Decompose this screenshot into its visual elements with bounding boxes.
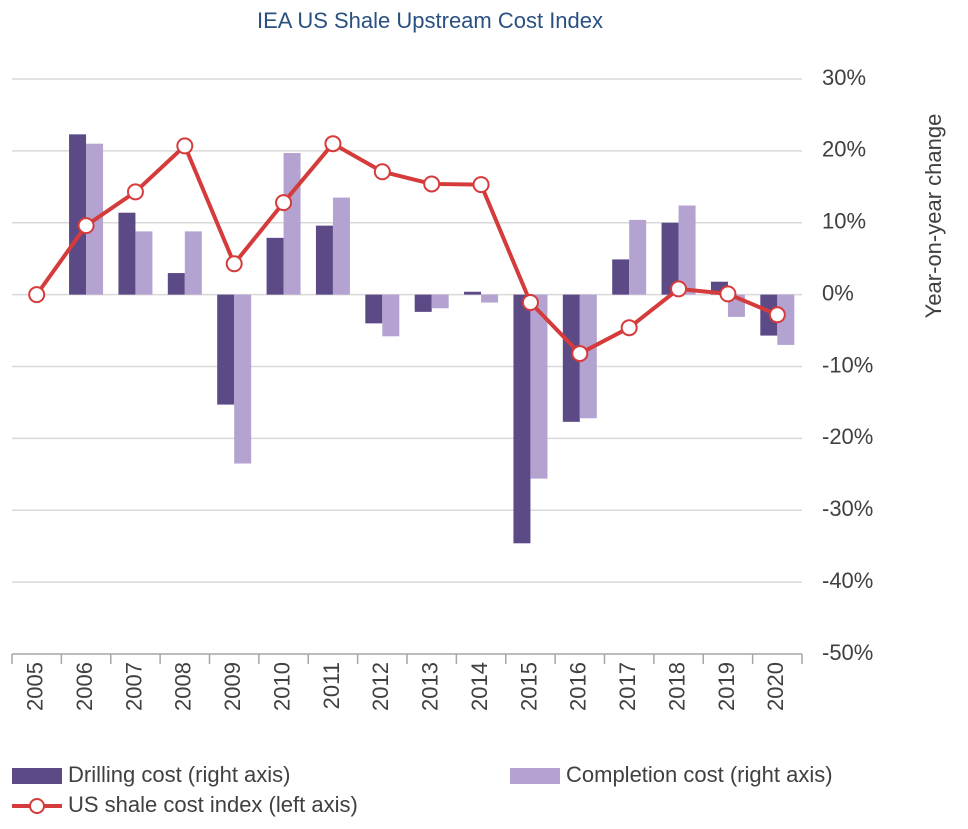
chart-title: IEA US Shale Upstream Cost Index [257, 8, 603, 33]
line-point [324, 135, 342, 153]
y-tick-label: 20% [822, 137, 866, 162]
y-tick-label: -30% [822, 496, 873, 521]
x-tick-label: 2016 [566, 662, 591, 711]
bar [315, 225, 333, 295]
line-point [176, 137, 194, 155]
bar [777, 294, 795, 345]
y-tick-label: -50% [822, 640, 873, 665]
bar [266, 237, 284, 295]
bar [612, 259, 630, 295]
bar [217, 294, 235, 405]
line-point [126, 183, 144, 201]
line-point [620, 319, 638, 337]
y-tick-label: -20% [822, 424, 873, 449]
line-point [423, 175, 441, 193]
line-point [225, 255, 243, 273]
bar [234, 294, 252, 464]
line-point [719, 285, 737, 303]
bar [365, 294, 383, 324]
x-tick-label: 2008 [171, 662, 196, 711]
legend-swatch [510, 768, 560, 784]
bar [661, 222, 679, 295]
bar [530, 294, 548, 479]
x-tick-label: 2009 [220, 662, 245, 711]
x-tick-label: 2017 [615, 662, 640, 711]
bar [135, 231, 153, 295]
line-point [472, 176, 490, 194]
legend-label: Drilling cost (right axis) [68, 762, 291, 787]
x-tick-label: 2019 [714, 662, 739, 711]
line-point [670, 280, 688, 298]
y-tick-label: 0% [822, 280, 854, 305]
legend-swatch [29, 798, 45, 814]
legend-swatch [12, 768, 62, 784]
bar [760, 294, 778, 336]
line-point [571, 345, 589, 363]
x-tick-label: 2012 [368, 662, 393, 711]
line-point [28, 286, 46, 304]
x-tick-label: 2006 [72, 662, 97, 711]
bar [579, 294, 597, 419]
x-tick-label: 2011 [319, 662, 344, 709]
bar [283, 153, 301, 295]
bar [414, 294, 432, 312]
bar [382, 294, 400, 337]
x-tick-label: 2020 [763, 662, 788, 711]
bar [184, 231, 202, 295]
legend-label: Completion cost (right axis) [566, 762, 833, 787]
line-point [275, 194, 293, 212]
line-point [521, 294, 539, 312]
line [35, 141, 779, 356]
y-tick-label: -10% [822, 352, 873, 377]
bar [678, 205, 696, 295]
bar [629, 219, 647, 295]
x-tick-label: 2010 [269, 662, 294, 711]
x-tick-label: 2014 [467, 662, 492, 711]
bar [513, 294, 531, 544]
x-tick-label: 2007 [121, 662, 146, 711]
bar [332, 197, 350, 295]
bar [118, 212, 136, 295]
y-tick-label: -40% [822, 568, 873, 593]
line-point [373, 163, 391, 181]
bar [69, 134, 87, 295]
legend-label: US shale cost index (left axis) [68, 792, 358, 817]
bar [562, 294, 580, 422]
x-tick-label: 2015 [516, 662, 541, 711]
line-point [768, 306, 786, 324]
line-point [77, 217, 95, 235]
y-tick-label: 10% [822, 209, 866, 234]
y-tick-label: 30% [822, 65, 866, 90]
x-tick-label: 2018 [664, 662, 689, 711]
bar [431, 294, 449, 309]
bar [481, 294, 499, 303]
y-axis-label: Year-on-year change [921, 114, 946, 319]
x-tick-label: 2013 [418, 662, 443, 711]
x-tick-label: 2005 [23, 662, 48, 711]
bar [167, 273, 185, 295]
bar [464, 291, 482, 295]
